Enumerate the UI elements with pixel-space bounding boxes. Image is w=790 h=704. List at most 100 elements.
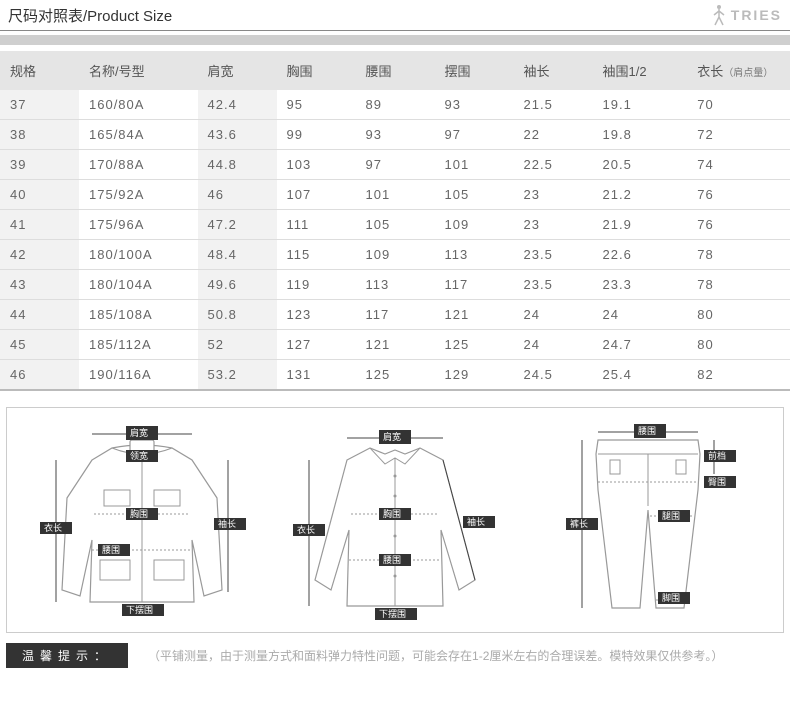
table-cell: 129 [435, 360, 514, 391]
table-cell: 113 [356, 270, 435, 300]
table-cell: 105 [356, 210, 435, 240]
table-cell: 97 [435, 120, 514, 150]
table-cell: 47.2 [198, 210, 277, 240]
table-cell: 25.4 [593, 360, 688, 391]
table-cell: 19.1 [593, 90, 688, 120]
table-row: 41175/96A47.21111051092321.976 [0, 210, 790, 240]
table-cell: 89 [356, 90, 435, 120]
svg-text:脚围: 脚围 [662, 593, 680, 603]
table-cell: 23.5 [514, 270, 593, 300]
table-cell: 103 [277, 150, 356, 180]
table-cell: 24 [514, 300, 593, 330]
table-row: 44185/108A50.8123117121242480 [0, 300, 790, 330]
table-cell: 44.8 [198, 150, 277, 180]
table-cell: 76 [687, 210, 790, 240]
col-header: 名称/号型 [79, 51, 198, 90]
table-row: 37160/80A42.495899321.519.170 [0, 90, 790, 120]
table-cell: 111 [277, 210, 356, 240]
svg-text:肩宽: 肩宽 [130, 427, 148, 438]
table-cell: 97 [356, 150, 435, 180]
table-cell: 43 [0, 270, 79, 300]
table-cell: 190/116A [79, 360, 198, 391]
svg-text:肩宽: 肩宽 [383, 431, 401, 442]
table-cell: 105 [435, 180, 514, 210]
col-header: 摆围 [435, 51, 514, 90]
table-cell: 22.5 [514, 150, 593, 180]
table-cell: 22 [514, 120, 593, 150]
shirt-diagram: 肩宽 胸围 腰围 下摆围 衣长 袖长 [268, 420, 521, 620]
table-cell: 22.6 [593, 240, 688, 270]
brand-figure-icon [711, 4, 727, 26]
brand: TRIES [711, 4, 782, 26]
brand-text: TRIES [731, 7, 782, 23]
size-table: 规格名称/号型肩宽胸围腰围摆围袖长袖围1/2衣长（肩点量） 37160/80A4… [0, 51, 790, 391]
table-cell: 99 [277, 120, 356, 150]
table-cell: 42.4 [198, 90, 277, 120]
table-cell: 121 [356, 330, 435, 360]
table-cell: 53.2 [198, 360, 277, 391]
svg-text:下摆围: 下摆围 [379, 608, 406, 619]
table-cell: 160/80A [79, 90, 198, 120]
table-cell: 37 [0, 90, 79, 120]
table-cell: 21.9 [593, 210, 688, 240]
col-header: 衣长（肩点量） [687, 51, 790, 90]
table-cell: 19.8 [593, 120, 688, 150]
table-row: 40175/92A461071011052321.276 [0, 180, 790, 210]
table-cell: 78 [687, 270, 790, 300]
table-cell: 180/100A [79, 240, 198, 270]
table-cell: 24 [514, 330, 593, 360]
footer-text: （平铺测量，由于测量方式和面料弹力特性问题，可能会存在1-2厘米左右的合理误差。… [128, 647, 723, 664]
table-cell: 95 [277, 90, 356, 120]
table-cell: 45 [0, 330, 79, 360]
svg-text:袖长: 袖长 [467, 516, 485, 527]
table-cell: 41 [0, 210, 79, 240]
table-cell: 175/92A [79, 180, 198, 210]
table-row: 42180/100A48.411510911323.522.678 [0, 240, 790, 270]
table-cell: 24.7 [593, 330, 688, 360]
col-header: 袖长 [514, 51, 593, 90]
table-cell: 23.5 [514, 240, 593, 270]
table-cell: 117 [435, 270, 514, 300]
svg-text:领宽: 领宽 [130, 450, 148, 461]
table-cell: 185/112A [79, 330, 198, 360]
col-header: 肩宽 [198, 51, 277, 90]
table-cell: 21.5 [514, 90, 593, 120]
table-cell: 101 [435, 150, 514, 180]
table-cell: 131 [277, 360, 356, 391]
table-cell: 101 [356, 180, 435, 210]
table-cell: 93 [356, 120, 435, 150]
svg-text:前档: 前档 [708, 450, 726, 461]
col-header: 腰围 [356, 51, 435, 90]
svg-text:袖长: 袖长 [218, 518, 236, 529]
table-cell: 38 [0, 120, 79, 150]
table-cell: 52 [198, 330, 277, 360]
table-cell: 109 [435, 210, 514, 240]
page-title: 尺码对照表/Product Size [8, 5, 172, 26]
measurement-diagram-box: 肩宽 领宽 胸围 腰围 下摆围 衣长 [6, 407, 784, 633]
table-cell: 23 [514, 210, 593, 240]
table-cell: 76 [687, 180, 790, 210]
table-cell: 39 [0, 150, 79, 180]
svg-text:衣长: 衣长 [44, 522, 62, 533]
table-cell: 115 [277, 240, 356, 270]
table-cell: 121 [435, 300, 514, 330]
table-cell: 117 [356, 300, 435, 330]
table-cell: 50.8 [198, 300, 277, 330]
svg-text:臀围: 臀围 [708, 477, 726, 487]
table-cell: 72 [687, 120, 790, 150]
table-cell: 43.6 [198, 120, 277, 150]
table-cell: 180/104A [79, 270, 198, 300]
svg-text:腰围: 腰围 [102, 545, 120, 555]
table-cell: 20.5 [593, 150, 688, 180]
table-cell: 48.4 [198, 240, 277, 270]
col-header: 袖围1/2 [593, 51, 688, 90]
pants-diagram: 腰围 前档 臀围 腿围 裤长 脚围 [522, 420, 775, 620]
table-row: 43180/104A49.611911311723.523.378 [0, 270, 790, 300]
title-bar: 尺码对照表/Product Size TRIES [0, 0, 790, 31]
svg-text:胸围: 胸围 [130, 508, 148, 519]
table-row: 45185/112A521271211252424.780 [0, 330, 790, 360]
table-cell: 44 [0, 300, 79, 330]
table-cell: 46 [0, 360, 79, 391]
table-cell: 23 [514, 180, 593, 210]
footer-label: 温馨提示： [6, 643, 128, 668]
